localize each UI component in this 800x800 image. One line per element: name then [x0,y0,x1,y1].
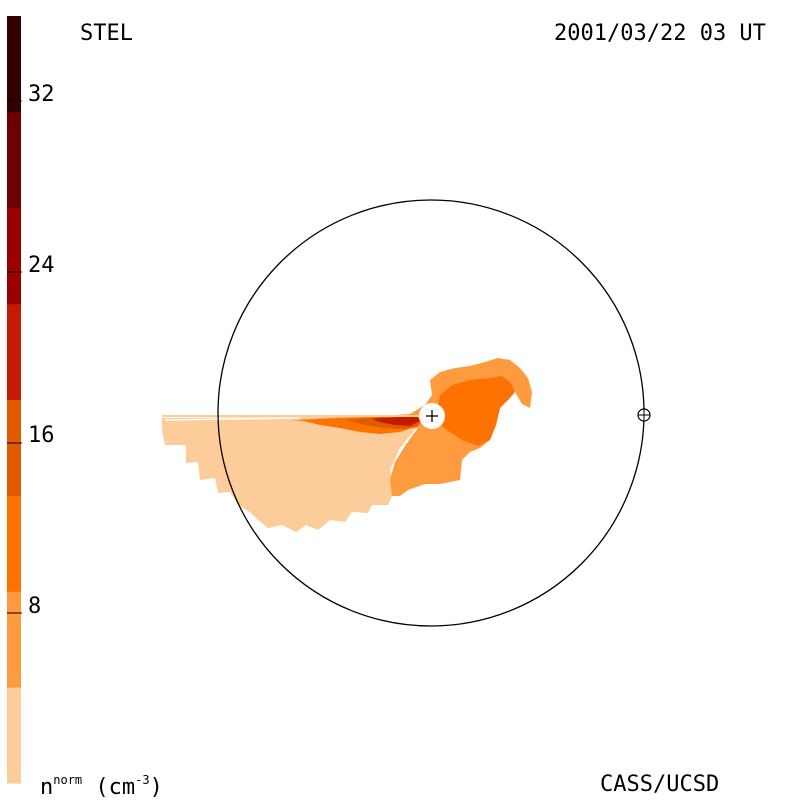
density-region-level-5 [372,417,420,426]
colorbar-tick-label-8: 8 [28,594,42,619]
observatory-label: STEL [80,21,133,46]
colorbar-tick-label-24: 24 [28,253,55,278]
sun-plus-icon [419,403,445,429]
colorbar-band-2 [7,591,21,688]
earth-circle-plus-icon [637,408,651,422]
thin-white-gap-line [164,417,301,421]
colorbar-tick-marks [7,100,22,614]
density-colorbar [7,16,22,784]
colorbar-band-1 [7,687,21,784]
colorbar-band-3 [7,495,21,592]
unit-paren-sup: -3 [135,773,150,787]
colorbar-band-4 [7,399,21,496]
colorbar-tick-label-16: 16 [28,423,55,448]
unit-base: n [40,775,54,800]
unit-paren-open: (cm [95,775,136,800]
credit-label: CASS/UCSD [600,772,720,797]
colorbar-tick-label-32: 32 [28,82,55,107]
colorbar-bands [7,16,21,784]
density-region-level-3 [436,376,515,446]
colorbar-band-5 [7,303,21,400]
density-region-level-1 [162,416,420,532]
unit-label: nnorm (cm-3) [40,774,163,799]
timestamp-label: 2001/03/22 03 UT [554,21,766,46]
colorbar-band-7 [7,111,21,209]
colorbar-band-6 [7,207,21,305]
colorbar-band-8 [7,16,21,113]
unit-sup: norm [53,773,83,787]
unit-paren-close: ) [149,775,163,800]
